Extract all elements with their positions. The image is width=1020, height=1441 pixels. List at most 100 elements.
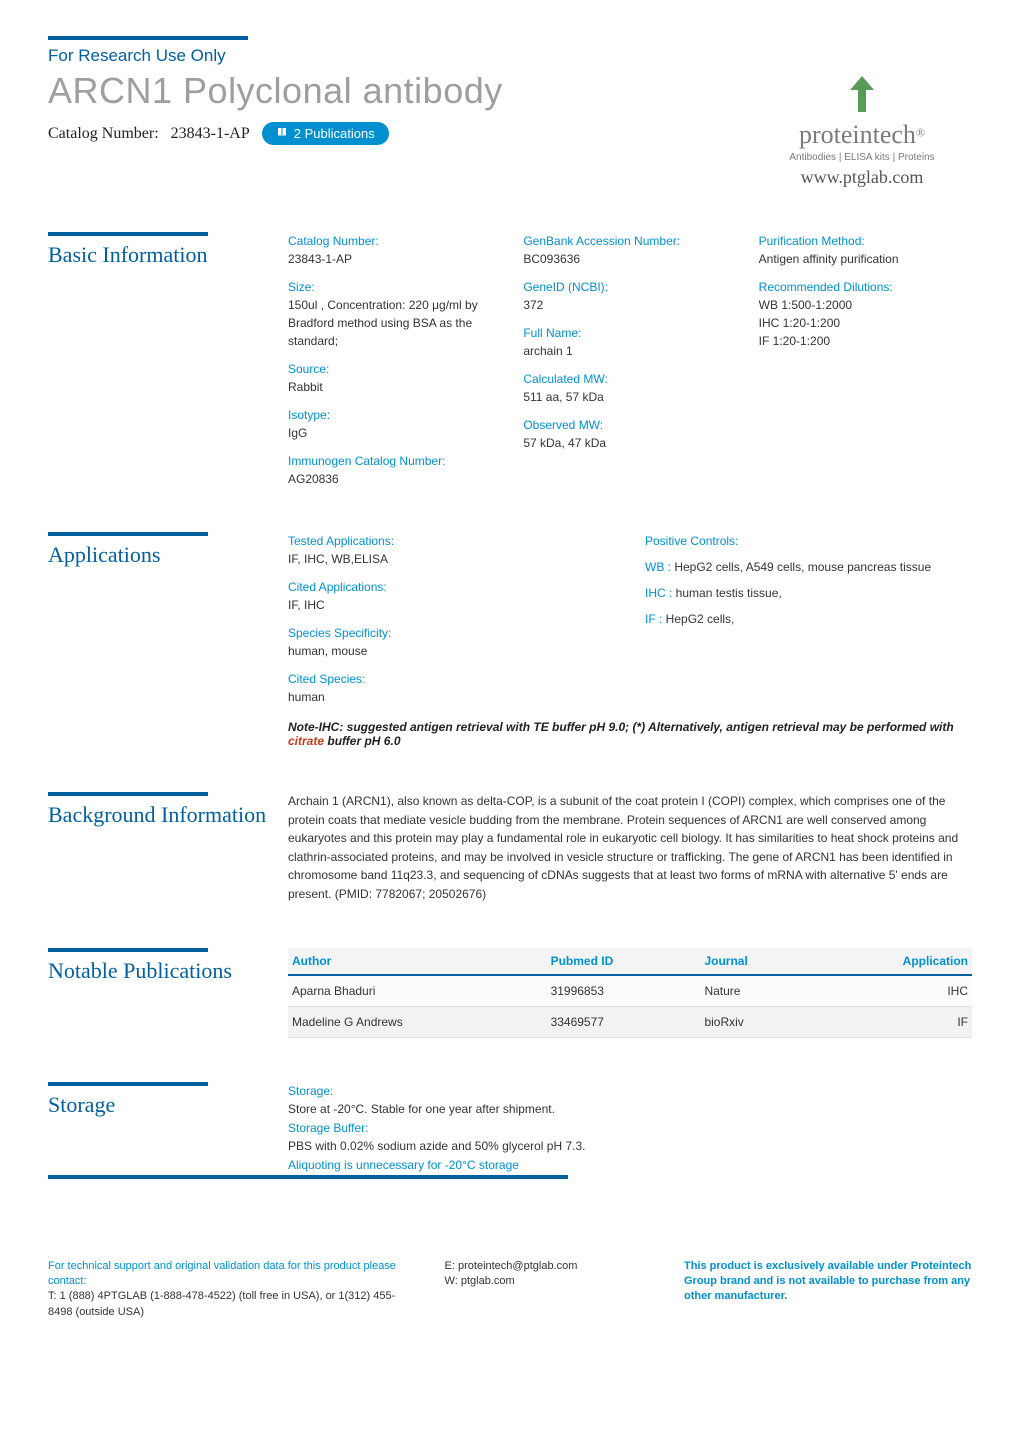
label-recdil: Recommended Dilutions: <box>759 278 972 296</box>
applications-columns: Tested Applications: IF, IHC, WB,ELISA C… <box>288 532 972 706</box>
section-title-background: Background Information <box>48 802 288 828</box>
value-tested-apps: IF, IHC, WB,ELISA <box>288 550 615 568</box>
table-row: Aparna Bhaduri 31996853 Nature IHC <box>288 975 972 1007</box>
ihc-prefix: IHC : <box>645 586 672 600</box>
footer-web: W: ptglab.com <box>445 1274 654 1289</box>
section-left: Applications <box>48 532 288 748</box>
publications-pill-label: 2 Publications <box>294 126 375 141</box>
label-source: Source: <box>288 360 501 378</box>
label-obsmw: Observed MW: <box>523 416 736 434</box>
logo-name: proteintech <box>799 120 916 149</box>
label-geneid: GeneID (NCBI): <box>523 278 736 296</box>
research-use-only: For Research Use Only <box>48 46 972 66</box>
catalog-number: 23843-1-AP <box>171 125 250 143</box>
if-value: HepG2 cells, <box>662 612 734 626</box>
cell-author: Aparna Bhaduri <box>288 975 547 1007</box>
applications-left-col: Tested Applications: IF, IHC, WB,ELISA C… <box>288 532 615 706</box>
aliquot-note: Aliquoting is unnecessary for -20°C stor… <box>288 1156 972 1175</box>
label-isotype: Isotype: <box>288 406 501 424</box>
header-row: ARCN1 Polyclonal antibody Catalog Number… <box>48 70 972 188</box>
if-prefix: IF : <box>645 612 662 626</box>
book-icon <box>276 126 288 141</box>
footer-left: For technical support and original valid… <box>48 1259 415 1321</box>
th-author: Author <box>288 948 547 975</box>
publications-pill[interactable]: 2 Publications <box>262 122 389 145</box>
note-ihc-citrate: citrate <box>288 734 324 748</box>
catalog-label: Catalog Number: <box>48 125 159 143</box>
section-left: Notable Publications <box>48 948 288 1038</box>
note-ihc-pre: Note-IHC: suggested antigen retrieval wi… <box>288 720 954 734</box>
value-catalog-number: 23843-1-AP <box>288 250 501 268</box>
cell-journal: bioRxiv <box>700 1006 812 1037</box>
note-ihc-post: buffer pH 6.0 <box>324 734 400 748</box>
value-immunogen: AG20836 <box>288 470 501 488</box>
section-title-storage: Storage <box>48 1092 288 1118</box>
proteintech-logo-icon <box>838 70 886 118</box>
footer-support-line: For technical support and original valid… <box>48 1259 415 1290</box>
label-size: Size: <box>288 278 501 296</box>
label-positive-controls: Positive Controls: <box>645 532 972 550</box>
cell-pubmed: 33469577 <box>547 1006 701 1037</box>
section-rule <box>48 792 208 796</box>
positive-if: IF : HepG2 cells, <box>645 610 972 628</box>
section-rule <box>48 232 208 236</box>
section-rule <box>48 948 208 952</box>
cell-author: Madeline G Andrews <box>288 1006 547 1037</box>
label-catalog-number: Catalog Number: <box>288 232 501 250</box>
basic-info-col2: GenBank Accession Number: BC093636 GeneI… <box>523 232 736 488</box>
section-storage: Storage Storage: Store at -20°C. Stable … <box>48 1082 972 1175</box>
notable-pubs-content: Author Pubmed ID Journal Application Apa… <box>288 948 972 1038</box>
label-genbank: GenBank Accession Number: <box>523 232 736 250</box>
logo-block: proteintech® Antibodies | ELISA kits | P… <box>752 70 972 188</box>
storage-buffer-text: PBS with 0.02% sodium azide and 50% glyc… <box>288 1137 972 1156</box>
value-obsmw: 57 kDa, 47 kDa <box>523 434 736 452</box>
value-calcmw: 511 aa, 57 kDa <box>523 388 736 406</box>
label-calcmw: Calculated MW: <box>523 370 736 388</box>
background-text: Archain 1 (ARCN1), also known as delta-C… <box>288 792 972 904</box>
th-pubmed: Pubmed ID <box>547 948 701 975</box>
notable-pubs-table: Author Pubmed ID Journal Application Apa… <box>288 948 972 1038</box>
value-cited-species: human <box>288 688 615 706</box>
positive-ihc: IHC : human testis tissue, <box>645 584 972 602</box>
cell-application: IHC <box>812 975 972 1007</box>
footer: For technical support and original valid… <box>48 1259 972 1321</box>
cell-pubmed: 31996853 <box>547 975 701 1007</box>
logo-url[interactable]: www.ptglab.com <box>752 167 972 188</box>
storage-content: Storage: Store at -20°C. Stable for one … <box>288 1082 972 1175</box>
applications-right-col: Positive Controls: WB : HepG2 cells, A54… <box>645 532 972 706</box>
section-left: Storage <box>48 1082 288 1175</box>
footer-rule <box>48 1175 568 1179</box>
cell-journal: Nature <box>700 975 812 1007</box>
cell-application: IF <box>812 1006 972 1037</box>
wb-value: HepG2 cells, A549 cells, mouse pancreas … <box>671 560 931 574</box>
logo-reg: ® <box>916 126 925 140</box>
section-title-applications: Applications <box>48 542 288 568</box>
value-isotype: IgG <box>288 424 501 442</box>
section-notable-publications: Notable Publications Author Pubmed ID Jo… <box>48 948 972 1038</box>
footer-phone: T: 1 (888) 4PTGLAB (1-888-478-4522) (tol… <box>48 1289 415 1320</box>
header-rule <box>48 36 248 40</box>
value-purification: Antigen affinity purification <box>759 250 972 268</box>
value-recdil-if: IF 1:20-1:200 <box>759 332 972 350</box>
title-block: ARCN1 Polyclonal antibody Catalog Number… <box>48 70 752 145</box>
footer-mid: E: proteintech@ptglab.com W: ptglab.com <box>445 1259 654 1321</box>
section-title-basic: Basic Information <box>48 242 288 268</box>
basic-info-col1: Catalog Number: 23843-1-AP Size: 150ul ,… <box>288 232 501 488</box>
value-genbank: BC093636 <box>523 250 736 268</box>
wb-prefix: WB : <box>645 560 671 574</box>
logo-tagline: Antibodies | ELISA kits | Proteins <box>752 152 972 163</box>
label-immunogen: Immunogen Catalog Number: <box>288 452 501 470</box>
value-cited-apps: IF, IHC <box>288 596 615 614</box>
value-geneid: 372 <box>523 296 736 314</box>
section-left: Basic Information <box>48 232 288 488</box>
value-fullname: archain 1 <box>523 342 736 360</box>
label-tested-apps: Tested Applications: <box>288 532 615 550</box>
value-recdil-wb: WB 1:500-1:2000 <box>759 296 972 314</box>
logo-name-row: proteintech® <box>752 120 972 150</box>
label-storage: Storage: <box>288 1082 972 1101</box>
section-rule <box>48 1082 208 1086</box>
th-application: Application <box>812 948 972 975</box>
section-basic-information: Basic Information Catalog Number: 23843-… <box>48 232 972 488</box>
basic-info-col3: Purification Method: Antigen affinity pu… <box>759 232 972 488</box>
label-cited-species: Cited Species: <box>288 670 615 688</box>
